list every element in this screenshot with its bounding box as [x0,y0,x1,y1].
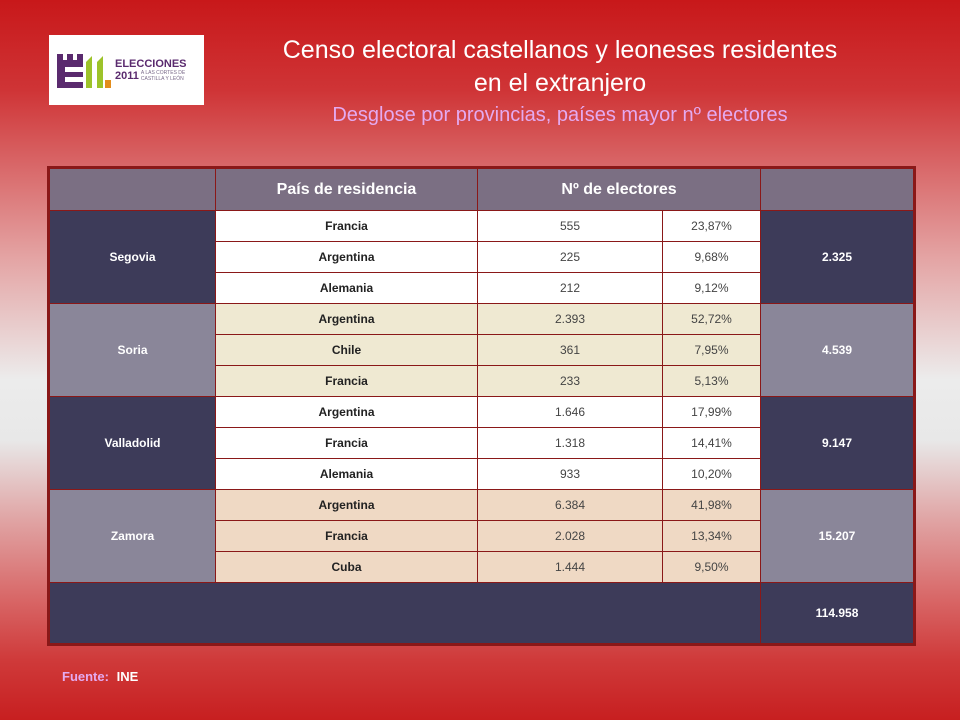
header-electors: Nº de electores [476,167,762,211]
header-empty-cell [760,167,916,211]
percent-cell: 9,68% [661,241,762,273]
subtitle: Desglose por provincias, países mayor nº… [332,104,788,126]
electors-cell: 361 [477,334,663,366]
header-row: País de residencia Nº de electores [48,167,916,211]
grand-total-value: 114.958 [760,582,916,645]
total-valladolid: 9.147 [760,396,916,490]
header-country: País de residencia [215,167,478,211]
electors-cell: 225 [477,241,663,273]
header-empty-cell [48,167,216,211]
country-cell: Francia [215,210,478,242]
country-cell: Alemania [215,458,478,490]
province-soria: Soria [48,303,216,397]
logo-sub-2: CASTILLA Y LEÓN [140,76,184,82]
country-cell: Francia [215,427,478,459]
table-row: Valladolid Argentina 1.646 17,99% 9.147 [48,396,916,490]
logo-sub-1: A LAS CORTES DE [140,70,186,76]
table-row: Zamora Argentina 6.384 41,98% 15.207 [48,489,916,583]
percent-cell: 9,12% [661,272,762,304]
total-segovia: 2.325 [760,210,916,304]
province-valladolid: Valladolid [48,396,216,490]
country-cell: Cuba [215,551,478,583]
country-cell: Argentina [215,489,478,521]
percent-cell: 41,98% [661,489,762,521]
province-zamora: Zamora [48,489,216,583]
percent-cell: 9,50% [661,551,762,583]
percent-cell: 5,13% [661,365,762,397]
table-row: Argentina 225 9,68% [49,241,915,273]
electors-cell: 1.444 [477,551,663,583]
country-cell: Argentina [215,241,478,273]
percent-cell: 23,87% [661,210,762,242]
percent-cell: 14,41% [661,427,762,459]
electors-cell: 6.384 [477,489,663,521]
logo-year: 2011 [115,70,139,82]
country-cell: Francia [215,520,478,552]
table-row: Francia 2.028 13,34% [49,520,915,552]
electors-cell: 233 [477,365,663,397]
electors-cell: 555 [477,210,663,242]
grand-total-row: 114.958 [47,582,916,645]
province-segovia: Segovia [48,210,216,304]
table-row: Alemania 933 10,20% [49,458,915,490]
country-cell: Francia [215,365,478,397]
electors-cell: 1.646 [477,396,663,428]
table-row: Alemania 212 9,12% [49,272,915,304]
electors-cell: 933 [477,458,663,490]
electors-cell: 1.318 [477,427,663,459]
table-row: Chile 361 7,95% [49,334,915,366]
title-line-1: Censo electoral castellanos y leoneses r… [282,36,838,64]
slide-header: Censo electoral castellanos y leoneses r… [230,34,890,128]
castle-e-logo-icon [55,50,113,90]
table-row: Segovia Francia 555 23,87% 2.325 [48,210,916,304]
title-line-2: en el extranjero [473,69,647,97]
percent-cell: 13,34% [661,520,762,552]
percent-cell: 10,20% [661,458,762,490]
table-row: Cuba 1.444 9,50% [49,551,915,583]
country-cell: Argentina [215,303,478,335]
country-cell: Chile [215,334,478,366]
elecciones-logo: ELECCIONES 2011 A LAS CORTES DE CASTILLA… [49,35,204,105]
electors-cell: 2.393 [477,303,663,335]
total-soria: 4.539 [760,303,916,397]
electors-cell: 212 [477,272,663,304]
census-table: País de residencia Nº de electores Segov… [47,166,917,646]
logo-title: ELECCIONES [115,58,187,70]
source-value: INE [116,669,139,684]
source-note: Fuente: INE [62,669,138,684]
percent-cell: 7,95% [661,334,762,366]
table-row: Soria Argentina 2.393 52,72% 4.539 [48,303,916,397]
country-cell: Alemania [215,272,478,304]
total-zamora: 15.207 [760,489,916,583]
source-label: Fuente: [62,669,109,684]
grand-total-spacer [47,582,762,645]
electors-cell: 2.028 [477,520,663,552]
percent-cell: 52,72% [661,303,762,335]
country-cell: Argentina [215,396,478,428]
table-row: Francia 1.318 14,41% [49,427,915,459]
percent-cell: 17,99% [661,396,762,428]
